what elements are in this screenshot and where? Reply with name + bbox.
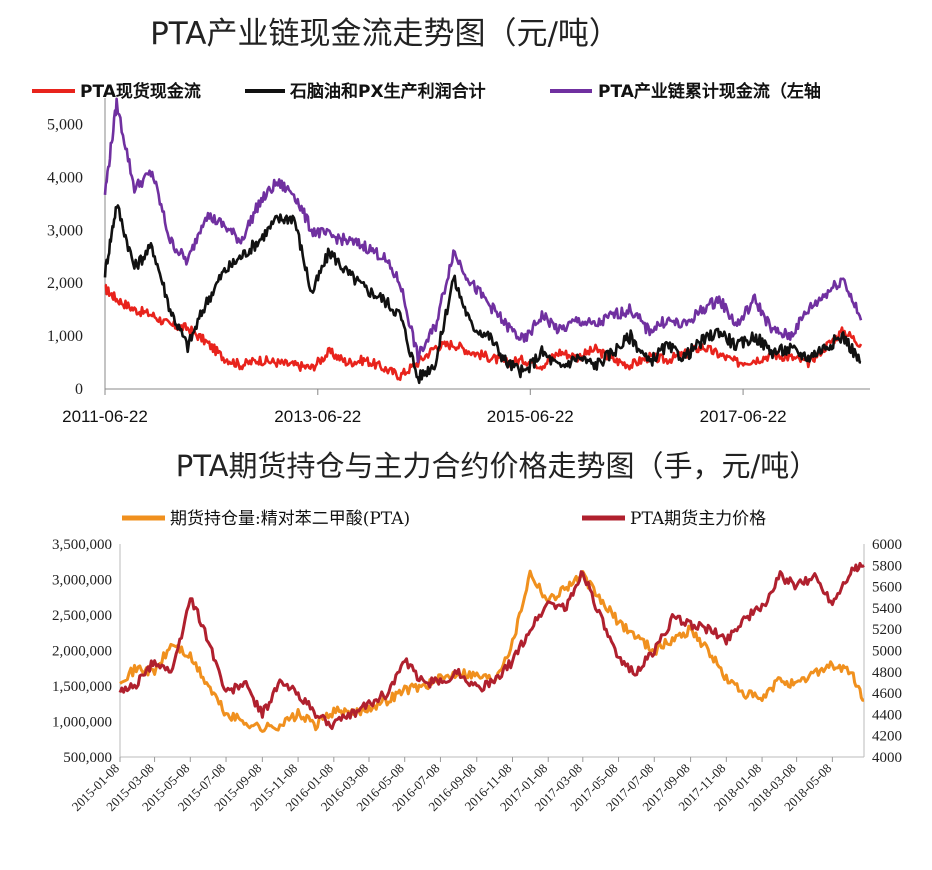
chart2-left-tick-label: 1,000,000 bbox=[52, 715, 112, 731]
chart2-right-tick-label: 5600 bbox=[872, 580, 902, 596]
chart2-left-tick-label: 2,000,000 bbox=[52, 644, 112, 660]
chart1-series-line-1 bbox=[103, 204, 862, 385]
chart2-right-tick-label: 5400 bbox=[872, 601, 902, 617]
chart1-legend: PTA现货现金流 石脑油和PX生产利润合计 PTA产业链累计现金流（左轴 bbox=[32, 81, 821, 102]
chart2-left-tick-label: 3,500,000 bbox=[52, 537, 112, 553]
chart1-x-tick-label: 2017-06-22 bbox=[700, 407, 787, 426]
chart2-right-tick-label: 4600 bbox=[872, 686, 902, 702]
chart2-x-ticks: 2015-01-082015-03-082015-05-082015-07-08… bbox=[69, 757, 834, 814]
chart1-legend-label-0: PTA现货现金流 bbox=[80, 81, 201, 102]
chart2-right-tick-label: 4800 bbox=[872, 665, 902, 681]
chart1-x-tick-label: 2011-06-22 bbox=[62, 407, 148, 426]
chart1-x-ticks: 2011-06-22 2013-06-22 2015-06-22 2017-06-22 bbox=[62, 389, 787, 426]
chart1-y-ticks: 0 1,000 2,000 3,000 4,000 5,000 bbox=[47, 116, 83, 398]
chart2-right-tick-label: 4000 bbox=[872, 750, 902, 766]
chart2-series-line-0 bbox=[119, 569, 865, 733]
chart1-series-line-2 bbox=[103, 97, 863, 364]
chart2-right-y-ticks: 4000 4200 4400 4600 4800 5000 5200 5400 5600 5800… bbox=[872, 537, 902, 766]
chart2-right-tick-label: 4200 bbox=[872, 729, 902, 745]
chart2-series-lines bbox=[118, 561, 865, 733]
chart1-title: PTA产业链现金流走势图（元/吨） bbox=[150, 16, 620, 52]
chart1-legend-label-2: PTA产业链累计现金流（左轴 bbox=[598, 81, 821, 102]
chart2-legend: 期货持仓量:精对苯二甲酸(PTA) PTA期货主力价格 bbox=[122, 509, 766, 529]
chart1-x-tick-label: 2013-06-22 bbox=[274, 407, 361, 426]
chart2-right-tick-label: 6000 bbox=[872, 537, 902, 553]
chart2-right-tick-label: 4400 bbox=[872, 707, 902, 723]
chart1-x-tick-label: 2015-06-22 bbox=[487, 407, 574, 426]
chart2-series-line-1 bbox=[118, 561, 865, 730]
chart2-left-tick-label: 500,000 bbox=[63, 750, 112, 766]
chart1-y-tick-label: 0 bbox=[75, 381, 83, 398]
chart1-series-lines bbox=[103, 97, 863, 385]
chart2-legend-label-0: 期货持仓量:精对苯二甲酸(PTA) bbox=[170, 509, 410, 529]
chart1-y-tick-label: 3,000 bbox=[47, 222, 83, 239]
chart2-right-tick-label: 5800 bbox=[872, 558, 902, 574]
chart2-left-y-ticks: 500,000 1,000,000 1,500,000 2,000,000 2,500,… bbox=[52, 537, 112, 766]
chart2-legend-label-1: PTA期货主力价格 bbox=[630, 509, 766, 529]
chart2-title: PTA期货持仓与主力合约价格走势图（手，元/吨） bbox=[176, 449, 819, 483]
chart2-left-tick-label: 1,500,000 bbox=[52, 679, 112, 695]
chart2-right-tick-label: 5000 bbox=[872, 644, 902, 660]
chart2-right-tick-label: 5200 bbox=[872, 622, 902, 638]
chart1-y-tick-label: 4,000 bbox=[47, 169, 83, 186]
chart2-left-tick-label: 2,500,000 bbox=[52, 608, 112, 624]
chart2-left-tick-label: 3,000,000 bbox=[52, 573, 112, 589]
chart1-y-tick-label: 2,000 bbox=[47, 275, 83, 292]
chart1-legend-label-1: 石脑油和PX生产利润合计 bbox=[289, 81, 486, 102]
chart1-y-tick-label: 5,000 bbox=[47, 116, 83, 133]
chart1-series-line-0 bbox=[104, 283, 863, 381]
chart1-y-tick-label: 1,000 bbox=[47, 328, 83, 345]
